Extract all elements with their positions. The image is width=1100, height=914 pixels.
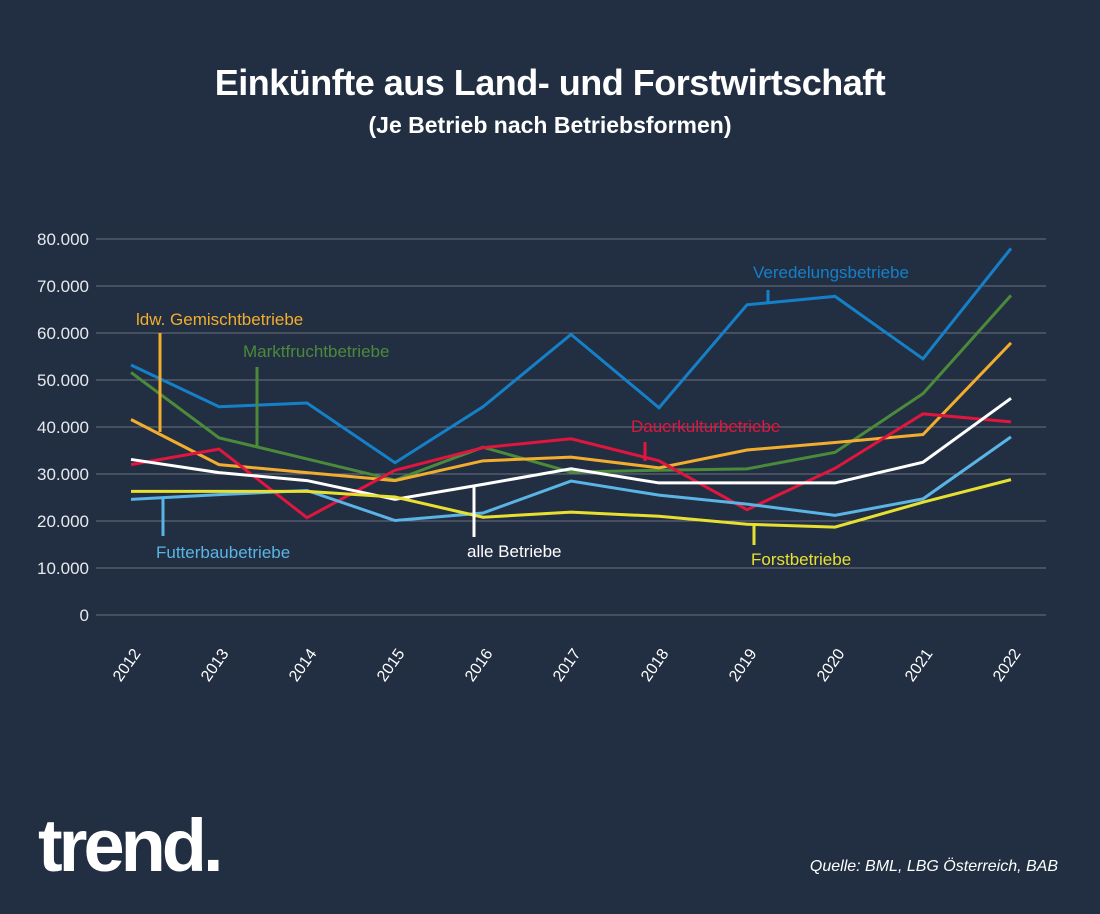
trend-logo: trend. [38,804,224,887]
y-tick-label: 30.000 [37,465,89,484]
series-line-veredelungsbetriebe [130,247,1013,465]
y-tick-label: 10.000 [37,559,89,578]
series-line-alle-betriebe [130,397,1012,501]
series-label-futterbaubetriebe: Futterbaubetriebe [156,543,290,562]
series-annotations: Veredelungsbetriebe Marktfruchtbetriebe ld… [136,263,909,569]
x-tick-label: 2021 [902,646,936,685]
series-line-ldw-gemischtbetriebe [130,341,1013,483]
x-tick-label: 2019 [726,646,760,685]
series-line-dauerkulturbetriebe [130,412,1012,520]
x-tick-label: 2013 [198,646,232,685]
x-tick-label: 2017 [550,646,584,685]
series-label-alle-betriebe: alle Betriebe [467,542,562,561]
x-tick-label: 2014 [286,646,320,685]
x-tick-label: 2015 [374,646,408,685]
x-tick-label: 2012 [110,646,144,685]
source-note: Quelle: BML, LBG Österreich, BAB [809,858,1058,875]
chart-subtitle: (Je Betrieb nach Betriebsformen) [368,112,732,138]
y-tick-label: 60.000 [37,324,89,343]
x-axis-ticks: 2012 2013 2014 2015 2016 2017 2018 2019 2020 2021… [110,646,1024,685]
series-label-ldw-gemischtbetriebe: ldw. Gemischtbetriebe [136,310,303,329]
y-tick-label: 50.000 [37,371,89,390]
y-tick-label: 70.000 [37,277,89,296]
series-line-forstbetriebe [131,478,1012,529]
x-tick-label: 2022 [990,646,1024,685]
series-lines [130,247,1013,529]
series-label-dauerkulturbetriebe: Dauerkulturbetriebe [631,417,780,436]
x-tick-label: 2020 [814,646,848,685]
x-tick-label: 2016 [462,646,496,685]
series-label-marktfruchtbetriebe: Marktfruchtbetriebe [243,342,389,361]
chart-title: Einkünfte aus Land- und Forstwirtschaft [214,62,886,103]
series-label-veredelungsbetriebe: Veredelungsbetriebe [753,263,909,282]
series-label-forstbetriebe: Forstbetriebe [751,550,851,569]
y-tick-label: 40.000 [37,418,89,437]
y-tick-label: 20.000 [37,512,89,531]
series-line-marktfruchtbetriebe [130,294,1013,482]
y-tick-label: 80.000 [37,230,89,249]
x-tick-label: 2018 [638,646,672,685]
y-axis-ticks: 0 10.000 20.000 30.000 40.000 50.000 60.000 70.… [37,230,89,625]
y-tick-label: 0 [80,606,89,625]
